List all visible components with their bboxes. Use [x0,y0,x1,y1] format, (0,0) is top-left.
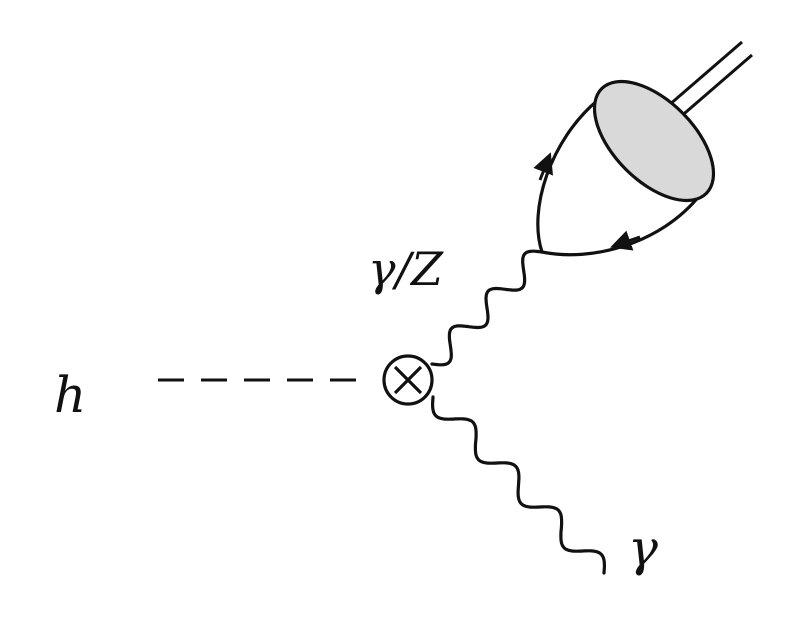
effective-vertex-icon [382,354,434,406]
higgs-label: h [54,366,86,424]
photon-label: γ [628,519,658,577]
bound-state-blob [592,79,716,203]
gamma-z-wavy-line [430,249,544,367]
gamma-z-label: γ/Z [368,242,444,296]
fermion-arrow-up [533,152,553,181]
fermion-arrow-left [610,230,641,251]
photon-wavy-line [431,395,606,575]
fermion-line-upper [536,98,600,253]
fermion-line-lower [541,193,702,257]
meson-double-line-1 [660,40,743,114]
